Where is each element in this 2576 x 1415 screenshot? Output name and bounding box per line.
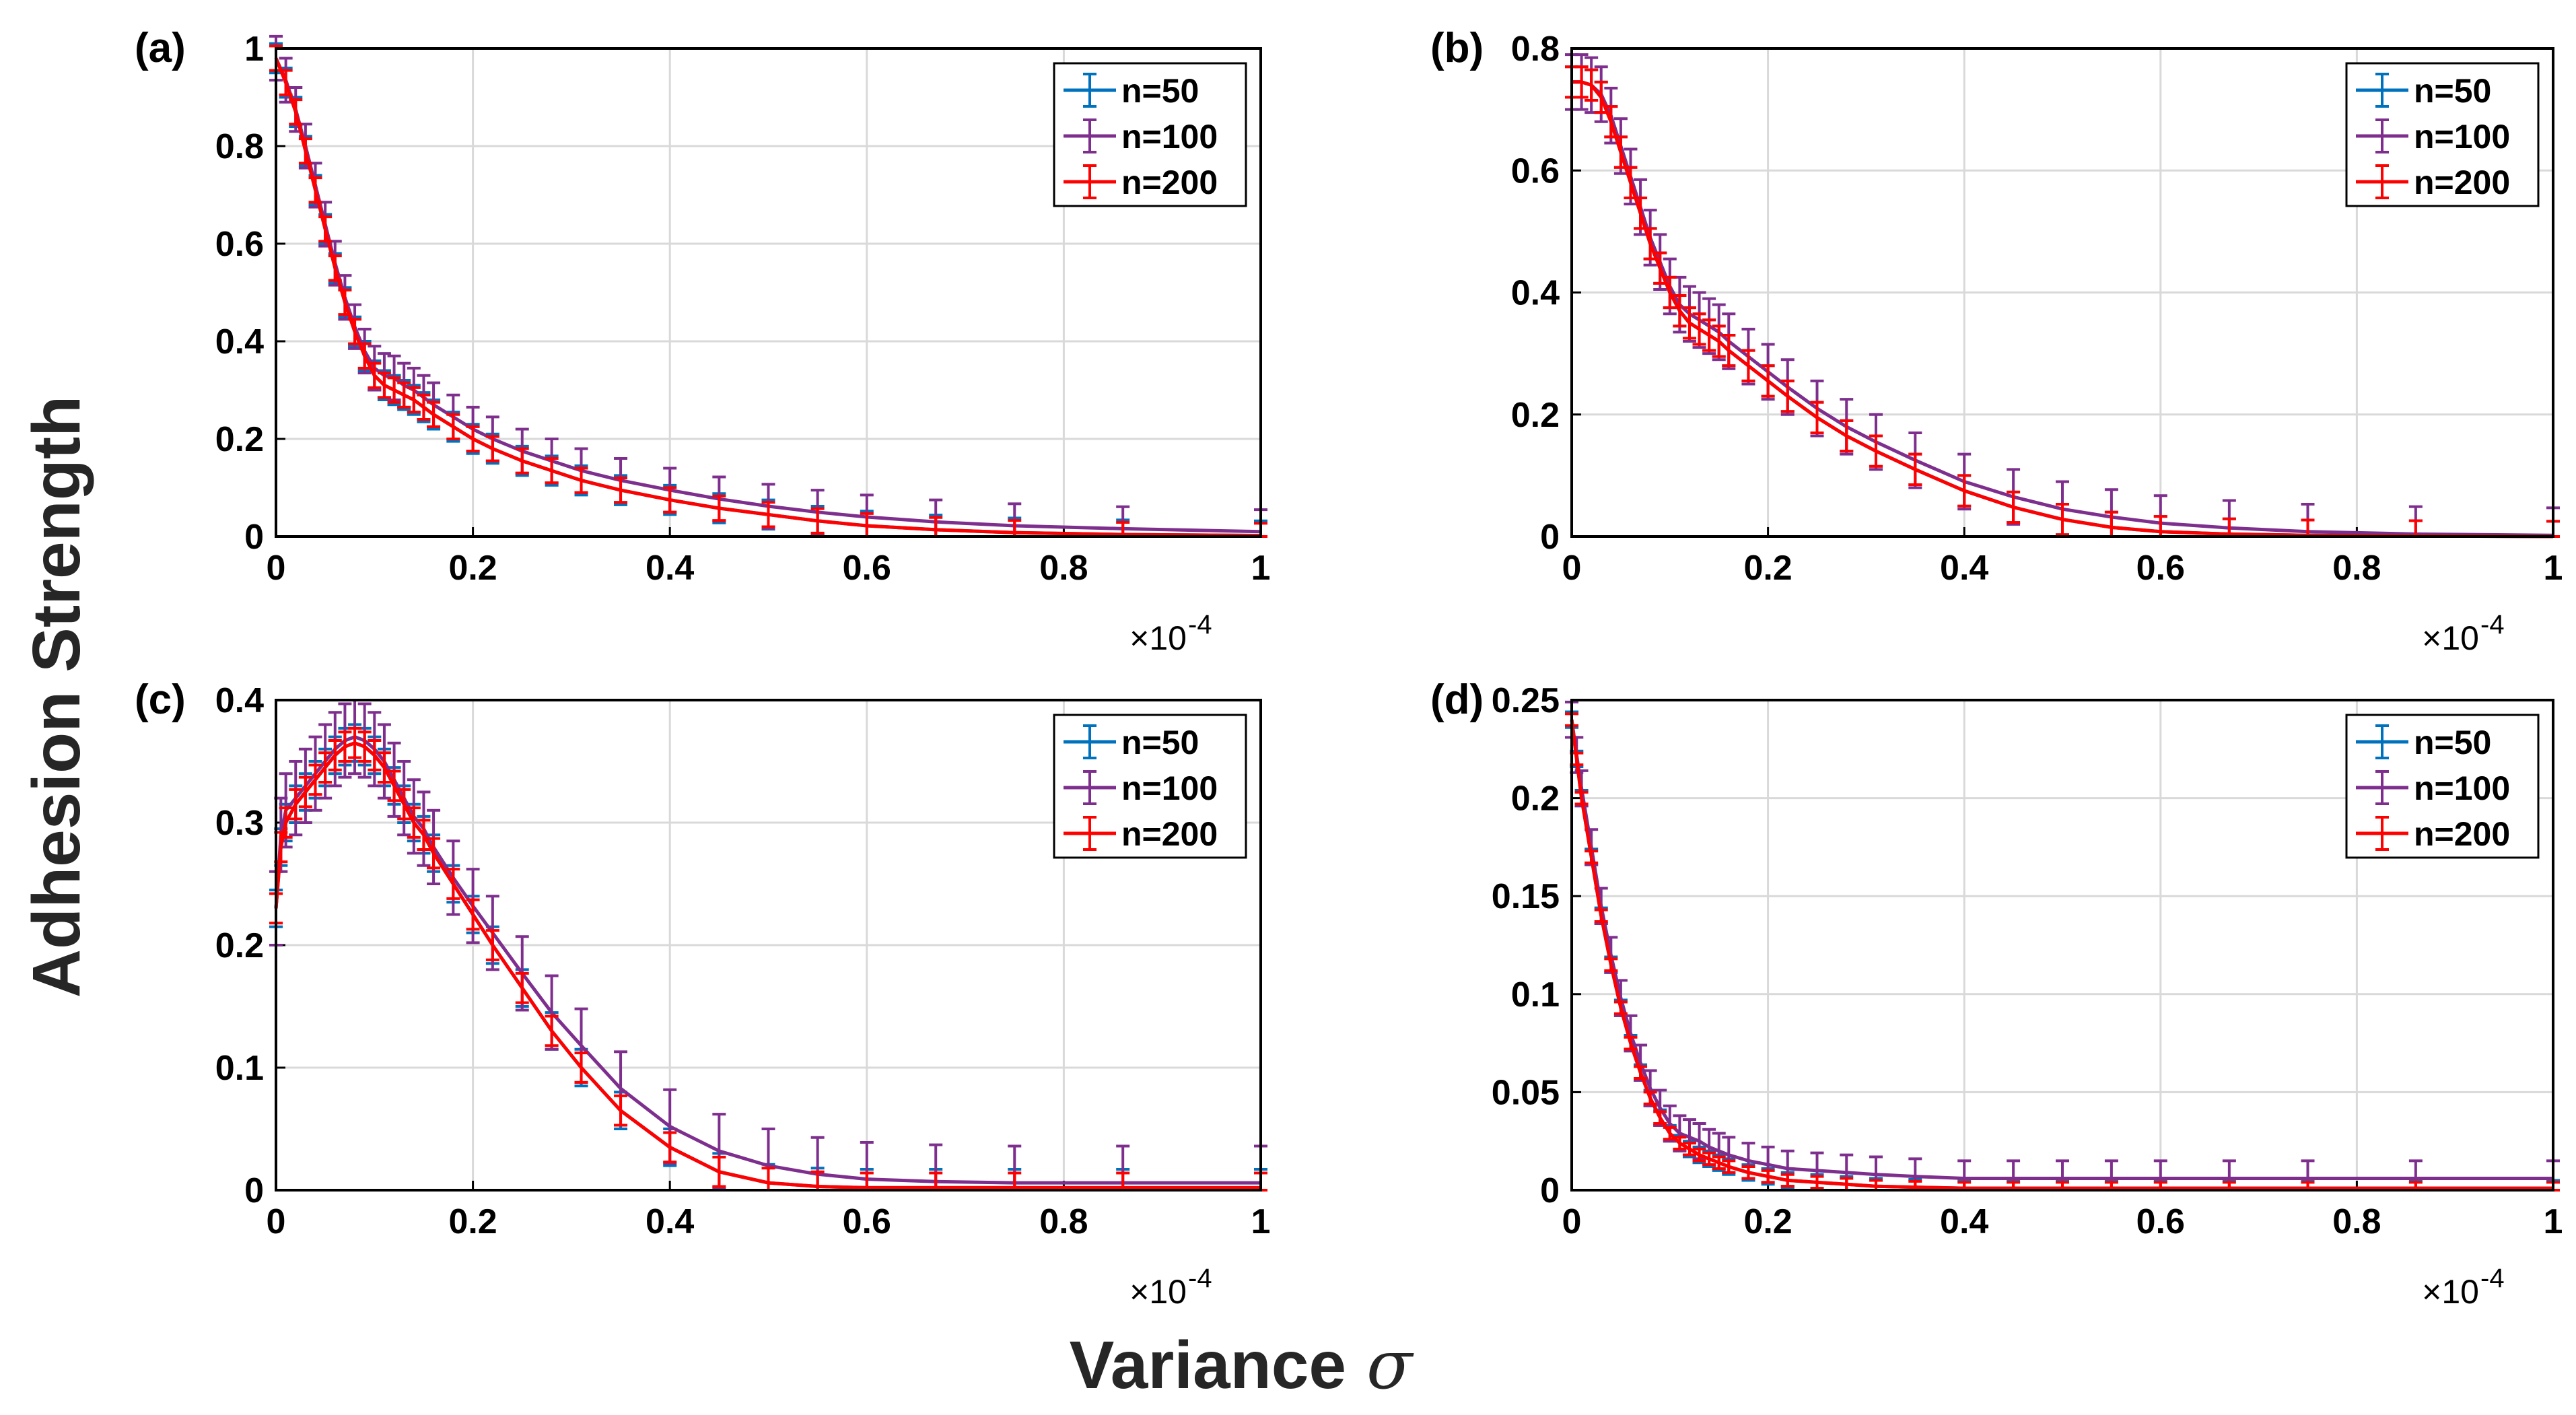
y-tick-label: 0.1 <box>1511 975 1560 1014</box>
x-exponent-power: -4 <box>1188 610 1212 640</box>
panels: 0 0.2 0.4 0.6 0.8 100.20.40.60.81(a)×10 -4n=50… <box>135 25 2563 1311</box>
y-tick-label: 0 <box>244 1171 264 1210</box>
x-tick-label: 0.2 <box>1743 1202 1792 1241</box>
y-tick-label: 0.3 <box>215 804 264 843</box>
y-tick-label: 0.8 <box>215 127 264 166</box>
y-tick-label: 0.6 <box>1511 151 1560 191</box>
y-tick-label: 1 <box>244 30 264 69</box>
series-n-200 <box>1565 65 2560 539</box>
y-tick-label: 0.05 <box>1492 1073 1560 1112</box>
y-tick-label: 0.2 <box>1511 396 1560 435</box>
x-tick-label: 0.6 <box>843 549 891 588</box>
x-tick-label: 0.4 <box>1940 549 1988 588</box>
x-tick-label: 0.2 <box>448 549 497 588</box>
series-line <box>274 741 1261 1189</box>
axes-box <box>275 699 1262 1192</box>
legend: n=50 n=100 n=200 <box>1053 62 1247 207</box>
panel-label: (c) <box>135 677 186 723</box>
y-tick-label: 0.2 <box>215 420 264 459</box>
y-axis-label: Adhesion Strength <box>19 396 94 998</box>
legend: n=50 n=100 n=200 <box>1053 714 1247 859</box>
x-tick-label: 0.6 <box>2136 549 2185 588</box>
y-tick-label: 0.1 <box>215 1049 264 1088</box>
legend-label: n=100 <box>2414 769 2510 807</box>
series-n-200 <box>269 726 1267 1192</box>
y-tick-label: 0 <box>1540 518 1560 557</box>
legend-label: n=100 <box>2414 118 2510 156</box>
legend-label: n=100 <box>1121 769 1218 807</box>
x-exponent-power: -4 <box>1188 1264 1212 1293</box>
x-tick-label: 0 <box>267 1202 286 1241</box>
x-exponent-power: -4 <box>2480 610 2505 640</box>
chart-panel-a: 0 0.2 0.4 0.6 0.8 1 0 0.2 0.4 0.6 0.8 1 (a) ×10 -4 n=50… <box>135 25 1270 657</box>
x-tick-label: 1 <box>2544 1202 2563 1241</box>
y-tick-label: 0 <box>244 518 264 557</box>
x-tick-label: 0.4 <box>646 549 694 588</box>
x-tick-label: 0.2 <box>448 1202 497 1241</box>
legend-label: n=50 <box>2414 724 2491 761</box>
legend: n=50 n=100 n=200 <box>2345 62 2540 207</box>
x-tick-label: 0.8 <box>2332 1202 2381 1241</box>
x-exponent-base: ×10 <box>2422 619 2479 657</box>
x-tick-label: 1 <box>1251 549 1271 588</box>
axes-box <box>275 47 1262 538</box>
x-tick-label: 0 <box>1562 549 1582 588</box>
x-tick-label: 0.8 <box>1039 1202 1088 1241</box>
x-exponent-base: ×10 <box>2422 1273 2479 1311</box>
legend-label: n=100 <box>1121 118 1218 156</box>
chart-panel-b: 0 0.2 0.4 0.6 0.8 100.20.40.60.8(b)×10 -4n=50n… <box>1430 25 2563 657</box>
x-axis-label-symbol: σ <box>1366 1325 1414 1404</box>
x-tick-label: 0.8 <box>2332 549 2381 588</box>
y-tick-label: 0.25 <box>1492 681 1560 720</box>
y-tick-label: 0.15 <box>1492 877 1560 916</box>
legend: n=50 n=100 n=200 <box>2345 714 2540 859</box>
x-tick-label: 0 <box>267 549 286 588</box>
x-tick-label: 0.6 <box>843 1202 891 1241</box>
legend-label: n=200 <box>2414 164 2510 201</box>
y-tick-label: 0 <box>1540 1171 1560 1210</box>
legend-label: n=200 <box>1121 815 1218 853</box>
x-tick-label: 0.8 <box>1039 549 1088 588</box>
x-tick-label: 0.4 <box>1940 1202 1988 1241</box>
panel-label: (d) <box>1430 677 1484 723</box>
series-line <box>1570 719 2553 1190</box>
series-line <box>1570 719 2553 1180</box>
axes-box <box>1570 699 2554 1192</box>
x-tick-label: 1 <box>1251 1202 1271 1241</box>
x-exponent-base: ×10 <box>1129 1273 1187 1311</box>
y-tick-label: 0.2 <box>215 926 264 965</box>
y-tick-label: 0.6 <box>215 225 264 264</box>
x-exponent-base: ×10 <box>1129 619 1187 657</box>
legend-label: n=50 <box>1121 724 1199 761</box>
chart-panel-c: 0 0.2 0.4 0.6 0.8 100.10.20.30.4(c)×10 -4n=50n… <box>135 677 1270 1311</box>
x-tick-label: 0.6 <box>2136 1202 2185 1241</box>
legend-label: n=50 <box>2414 72 2491 110</box>
axes-box <box>1570 47 2554 538</box>
y-tick-label: 0.4 <box>215 681 264 720</box>
x-tick-label: 0 <box>1562 1202 1582 1241</box>
y-tick-label: 0.2 <box>1511 780 1560 819</box>
legend-label: n=200 <box>1121 164 1218 201</box>
chart-panel-d: 0 0.2 0.4 0.6 0.8 1 0 0.05 0.1 0.15 0.2 0.25(d) ×10-… <box>1430 677 2563 1311</box>
legend-label: n=200 <box>2414 815 2510 853</box>
panel-label: (a) <box>135 25 186 71</box>
y-tick-label: 0.4 <box>1511 274 1560 313</box>
x-exponent-power: -4 <box>2480 1264 2505 1293</box>
panel-label: (b) <box>1430 25 1484 71</box>
x-tick-label: 1 <box>2544 549 2563 588</box>
legend-label: n=50 <box>1121 72 1199 110</box>
y-tick-label: 0.4 <box>215 322 264 361</box>
x-tick-label: 0.2 <box>1743 549 1792 588</box>
y-tick-label: 0.8 <box>1511 30 1560 69</box>
x-tick-label: 0.4 <box>646 1202 694 1241</box>
x-axis-label: Variance <box>1070 1327 1346 1403</box>
